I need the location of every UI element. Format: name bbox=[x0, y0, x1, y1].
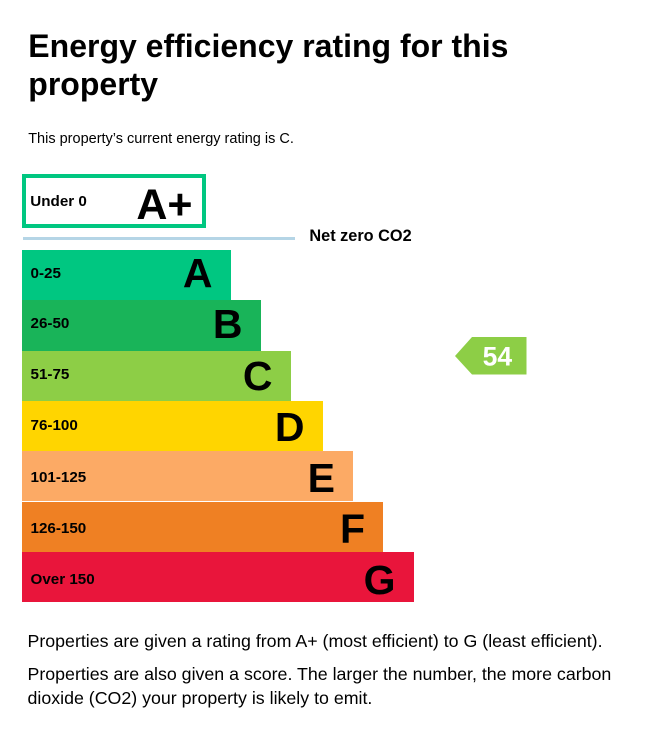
svg-text:54: 54 bbox=[482, 341, 512, 371]
